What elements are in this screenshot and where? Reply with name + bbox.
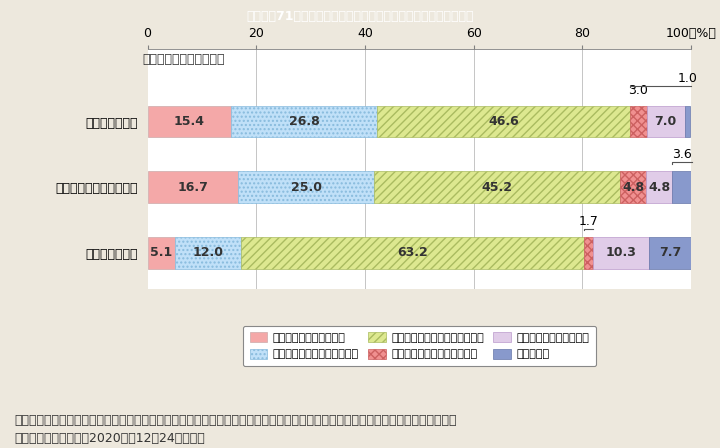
Bar [672, 172, 692, 203]
Bar [620, 172, 646, 203]
Bar [630, 106, 647, 137]
Text: Ｉ－特－71図　家庭内の家事・育児分担の変化と夫婦関係の変化: Ｉ－特－71図 家庭内の家事・育児分担の変化と夫婦関係の変化 [246, 10, 474, 23]
Bar [377, 106, 630, 137]
Text: 12.0: 12.0 [192, 246, 223, 259]
Text: 15.4: 15.4 [174, 115, 205, 128]
Bar [148, 106, 231, 137]
Text: 5.1: 5.1 [150, 246, 173, 259]
Text: 46.6: 46.6 [488, 115, 519, 128]
Text: 7.0: 7.0 [654, 115, 677, 128]
Text: 45.2: 45.2 [482, 181, 513, 194]
Bar [238, 172, 374, 203]
Text: 7.7: 7.7 [659, 246, 681, 259]
Text: 3.6: 3.6 [672, 148, 692, 161]
Text: ２．令和２（2020）年12月24日公表。: ２．令和２（2020）年12月24日公表。 [14, 432, 205, 445]
Text: 4.8: 4.8 [622, 181, 644, 194]
Text: 63.2: 63.2 [397, 246, 428, 259]
Text: 25.0: 25.0 [291, 181, 322, 194]
Bar [647, 106, 685, 137]
Text: 1.7: 1.7 [579, 215, 598, 228]
Text: 1.0: 1.0 [678, 72, 698, 85]
Text: 10.3: 10.3 [606, 246, 636, 259]
Text: 4.8: 4.8 [648, 181, 670, 194]
Text: 3.0: 3.0 [629, 84, 649, 97]
Bar [593, 237, 649, 269]
Text: 26.8: 26.8 [289, 115, 320, 128]
Bar [685, 106, 690, 137]
Text: ＜役割分担の変化内容＞: ＜役割分担の変化内容＞ [142, 53, 225, 66]
Bar [231, 106, 377, 137]
Bar [649, 237, 691, 269]
Text: （備考）１．内閣府「第２回　新型コロナウイルス感染症の影響下における生活意識・行動の変化に関する調査」より引用・作成。: （備考）１．内閣府「第２回 新型コロナウイルス感染症の影響下における生活意識・行… [14, 414, 457, 427]
Bar [240, 237, 584, 269]
Bar [584, 237, 593, 269]
Text: 16.7: 16.7 [178, 181, 208, 194]
Legend: 夫妻の関係が良くなった, 夫妻の関係がやや良くなった, 夫妻の関係はおおむね変化ない, 夫妻の関係がやや悪くなった, 夫妻の関係が悪くなった, わからない: 夫妻の関係が良くなった, 夫妻の関係がやや良くなった, 夫妻の関係はおおむね変化… [243, 326, 596, 366]
Bar [374, 172, 620, 203]
Bar [148, 237, 176, 269]
Bar [646, 172, 672, 203]
Bar [176, 237, 240, 269]
Bar [148, 172, 238, 203]
